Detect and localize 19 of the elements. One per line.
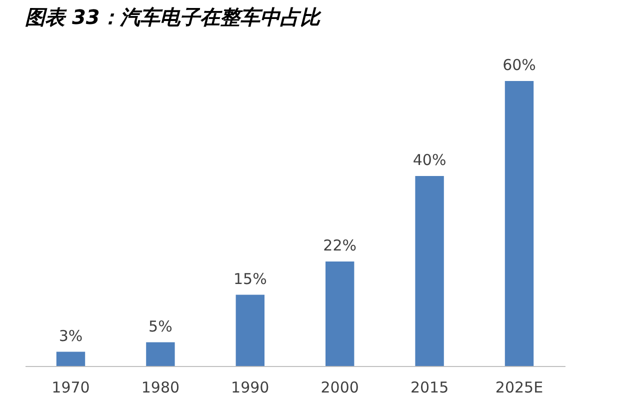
data-label: 5% — [148, 317, 172, 336]
data-label: 3% — [58, 326, 83, 345]
data-label: 60% — [502, 56, 536, 74]
x-tick-label: 2000 — [320, 378, 359, 395]
x-tick-label: 2025E — [495, 378, 544, 395]
bar — [146, 342, 175, 366]
x-tick-label: 1970 — [52, 378, 90, 395]
data-label: 40% — [412, 151, 446, 169]
x-tick-label: 1990 — [231, 378, 270, 395]
data-label: 15% — [233, 270, 267, 288]
x-tick-label: 2015 — [410, 378, 449, 395]
bar — [56, 352, 86, 366]
bar — [415, 176, 444, 366]
x-tick-label: 1980 — [141, 378, 180, 395]
data-label: 22% — [323, 236, 357, 254]
bar — [504, 81, 534, 366]
chart-title: 图表 33：汽车电子在整车中占比 — [25, 5, 322, 29]
bar — [236, 294, 264, 366]
bar — [326, 262, 354, 366]
